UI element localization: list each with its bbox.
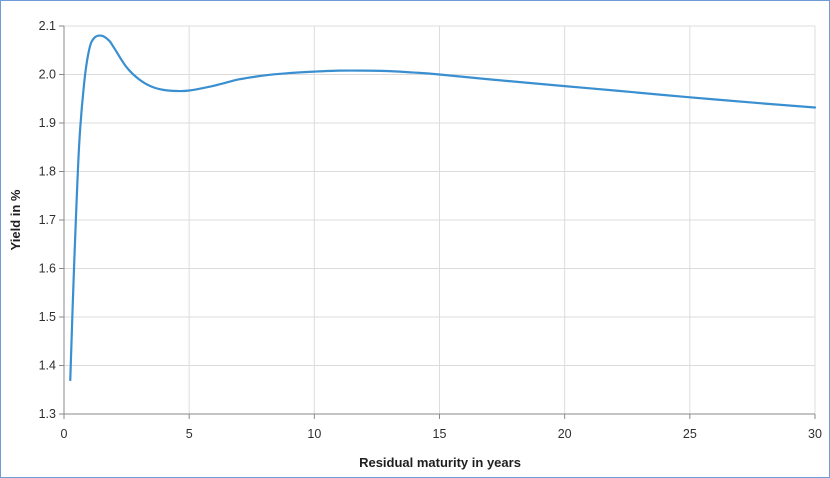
x-axis-label: Residual maturity in years <box>359 455 521 470</box>
y-tick-label: 1.8 <box>39 165 56 179</box>
y-tick-label: 1.4 <box>39 359 56 373</box>
y-tick-label: 2.0 <box>39 68 56 82</box>
x-tick-label: 5 <box>186 427 193 441</box>
x-tick-label: 15 <box>433 427 447 441</box>
axes <box>59 25 816 419</box>
y-tick-label: 1.6 <box>39 262 56 276</box>
x-tick-label: 25 <box>683 427 697 441</box>
x-tick-label: 30 <box>808 427 822 441</box>
y-tick-label: 1.3 <box>39 407 56 421</box>
series-layer <box>69 34 817 382</box>
y-tick-label: 1.9 <box>39 116 56 130</box>
x-tick-label: 20 <box>558 427 572 441</box>
y-tick-label: 2.1 <box>39 19 56 33</box>
tick-labels: 1.3 1.4 1.5 1.6 1.7 1.8 1.9 2.0 2.1 0 5 10 15 20 25 30 <box>39 19 822 441</box>
grid <box>64 25 816 415</box>
y-tick-label: 1.5 <box>39 310 56 324</box>
y-tick-label: 1.7 <box>39 213 56 227</box>
yield-curve-line <box>69 34 817 382</box>
x-tick-label: 10 <box>307 427 321 441</box>
y-axis-label: Yield in % <box>8 189 23 250</box>
x-tick-label: 0 <box>61 427 68 441</box>
